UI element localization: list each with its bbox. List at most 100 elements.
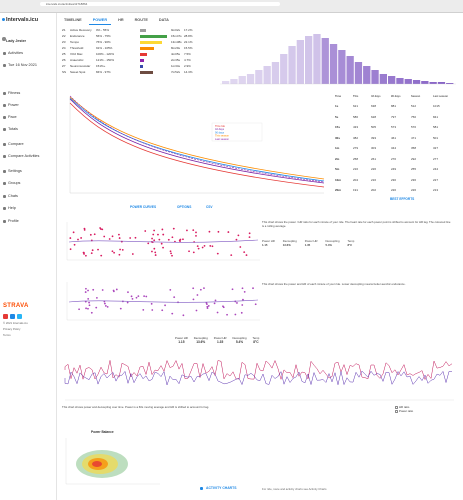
- tab-power[interactable]: POWER: [88, 17, 112, 25]
- scatter-point: [226, 313, 228, 316]
- sidebar-item-8[interactable]: Settings: [3, 169, 22, 173]
- scatter-point: [103, 235, 106, 238]
- compare-icon: [3, 142, 6, 146]
- scatter-point: [241, 287, 244, 290]
- zone-name: Endurance: [70, 34, 85, 38]
- histogram-bar: [288, 46, 296, 84]
- zone-row: Z5 VO2 Max 106% - 120% 4m05s 7.5%: [62, 52, 192, 57]
- scatter-point: [111, 235, 114, 238]
- sidebar-item-9[interactable]: Groups: [3, 181, 20, 185]
- tab-hr[interactable]: HR: [118, 18, 124, 22]
- footer-terms[interactable]: Terms: [3, 333, 11, 337]
- power-curves-link[interactable]: POWER CURVES: [130, 205, 157, 209]
- table-cell: 797: [391, 114, 397, 119]
- table-cell: 220: [391, 188, 397, 192]
- ride-stat-value: 5.4%: [235, 340, 244, 344]
- sidebar-item-4[interactable]: Pace: [3, 115, 17, 119]
- zone-id: Z4: [62, 46, 66, 50]
- tab-timeline[interactable]: TIMELINE: [64, 18, 82, 22]
- scatter-point: [154, 254, 157, 256]
- table-row: 5s 586 628 797 750 841: [333, 114, 460, 120]
- scatter-point: [87, 289, 89, 292]
- table-cell: 461: [391, 135, 397, 140]
- stat-label: Power HR: [304, 239, 318, 243]
- histogram-bar: [354, 62, 363, 84]
- footer-copyright: © 2021 Intervals.icu: [3, 321, 28, 325]
- table-cell: 204: [353, 177, 359, 182]
- scatter-point: [231, 288, 234, 291]
- activity-charts-button[interactable]: ACTIVITY CHARTS: [200, 486, 236, 490]
- scatter-point: [72, 231, 75, 234]
- zone-row: Z2 Endurance 56% - 75% 15m47s 28.8%: [62, 34, 193, 39]
- chart-tooltip: [211, 122, 263, 142]
- options-link[interactable]: OPTIONS: [177, 205, 192, 209]
- sidebar-item-6[interactable]: Compare: [3, 142, 24, 146]
- table-cell: 277: [433, 156, 439, 161]
- table-cell: 586: [353, 114, 359, 119]
- sidebar-item-0[interactable]: Activities: [3, 51, 23, 55]
- sidebar-item-12[interactable]: Profile: [3, 219, 19, 223]
- zone-name: VO2 Max: [70, 52, 83, 56]
- tab-route[interactable]: ROUTE: [134, 18, 148, 22]
- avatar[interactable]: [2, 37, 6, 41]
- sidebar-item-3[interactable]: Power: [3, 103, 19, 107]
- best-efforts-link[interactable]: BEST EFFORTS: [390, 197, 415, 201]
- scatter-point: [115, 288, 118, 291]
- scatter-point: [73, 243, 76, 246]
- zone-name: Neuromuscular: [70, 64, 91, 68]
- strava-logo[interactable]: STRAVA: [3, 303, 29, 309]
- ride-chart: [64, 359, 454, 401]
- sidebar-item-7[interactable]: Compare Activities: [3, 154, 39, 158]
- table-cell: 344: [391, 146, 397, 150]
- instagram-icon[interactable]: [3, 314, 8, 319]
- sidebar-item-10[interactable]: Chats: [3, 194, 18, 198]
- sidebar-item-2[interactable]: Fitness: [3, 91, 20, 95]
- twitter-icon[interactable]: [17, 314, 22, 319]
- scatter-point: [111, 250, 114, 253]
- stat-label: Power HR: [262, 239, 275, 243]
- sidebar-item-1[interactable]: Tue 16 Nov 2021: [3, 63, 37, 67]
- table-cell: 279: [353, 146, 359, 150]
- facebook-icon[interactable]: [10, 314, 15, 319]
- scatter-point: [88, 301, 90, 304]
- scatter-point: [106, 305, 109, 308]
- stat-value: 1.35: [304, 242, 311, 247]
- scatter-point: [195, 231, 197, 234]
- url-bar[interactable]: intervals.icu/activities/i2718864: [40, 2, 280, 6]
- sidebar-item-label: Pace: [8, 115, 17, 119]
- table-cell: 226: [371, 167, 377, 171]
- scatter-point: [192, 229, 195, 232]
- footer-privacy[interactable]: Privacy Policy: [3, 327, 21, 331]
- stat-label: Decoupling: [325, 239, 340, 243]
- decoupling-description: This chart shows the power and HR of eac…: [262, 282, 406, 286]
- tab-data[interactable]: DATA: [158, 18, 169, 22]
- app-logo[interactable]: Intervals.icu: [6, 17, 39, 23]
- ride-stat: Decoupling 5.4%: [233, 336, 247, 344]
- scatter-point: [171, 236, 174, 239]
- zone-name: Threshold: [70, 46, 84, 50]
- stat-label: Temp: [347, 239, 355, 243]
- bookmarks-bar: [4, 8, 459, 12]
- scatter-point: [248, 236, 251, 238]
- sidebar-item-11[interactable]: Help: [3, 206, 16, 210]
- scatter-point: [164, 304, 166, 307]
- table-header: 90 days: [391, 95, 401, 98]
- scatter-point: [239, 246, 242, 248]
- ride-stat-label: Power HR: [175, 336, 188, 340]
- csv-link[interactable]: CSV: [206, 205, 213, 209]
- hr-ratio-checkbox[interactable]: [395, 405, 398, 409]
- zone-percent: 22.1%: [184, 40, 193, 44]
- table-cell: 226: [411, 188, 417, 192]
- zone-range: 0% - 55%: [96, 28, 110, 32]
- power-ratio-checkbox[interactable]: [395, 409, 398, 413]
- user-name[interactable]: Lady Jester: [6, 39, 26, 43]
- zone-bar: [140, 65, 143, 68]
- zone-time: 8m29s: [171, 46, 181, 50]
- table-cell: 382: [353, 135, 359, 140]
- zone-row: Z6 Anaerobic 121% - 150% 2m35s 4.7%: [62, 58, 192, 63]
- histogram-bar: [379, 74, 387, 84]
- table-header: Season: [411, 95, 421, 98]
- zone-range: 84% - 97%: [96, 70, 111, 74]
- sidebar-item-5[interactable]: Totals: [3, 127, 18, 131]
- table-row: 1s 621 638 881 512 1015: [333, 103, 460, 109]
